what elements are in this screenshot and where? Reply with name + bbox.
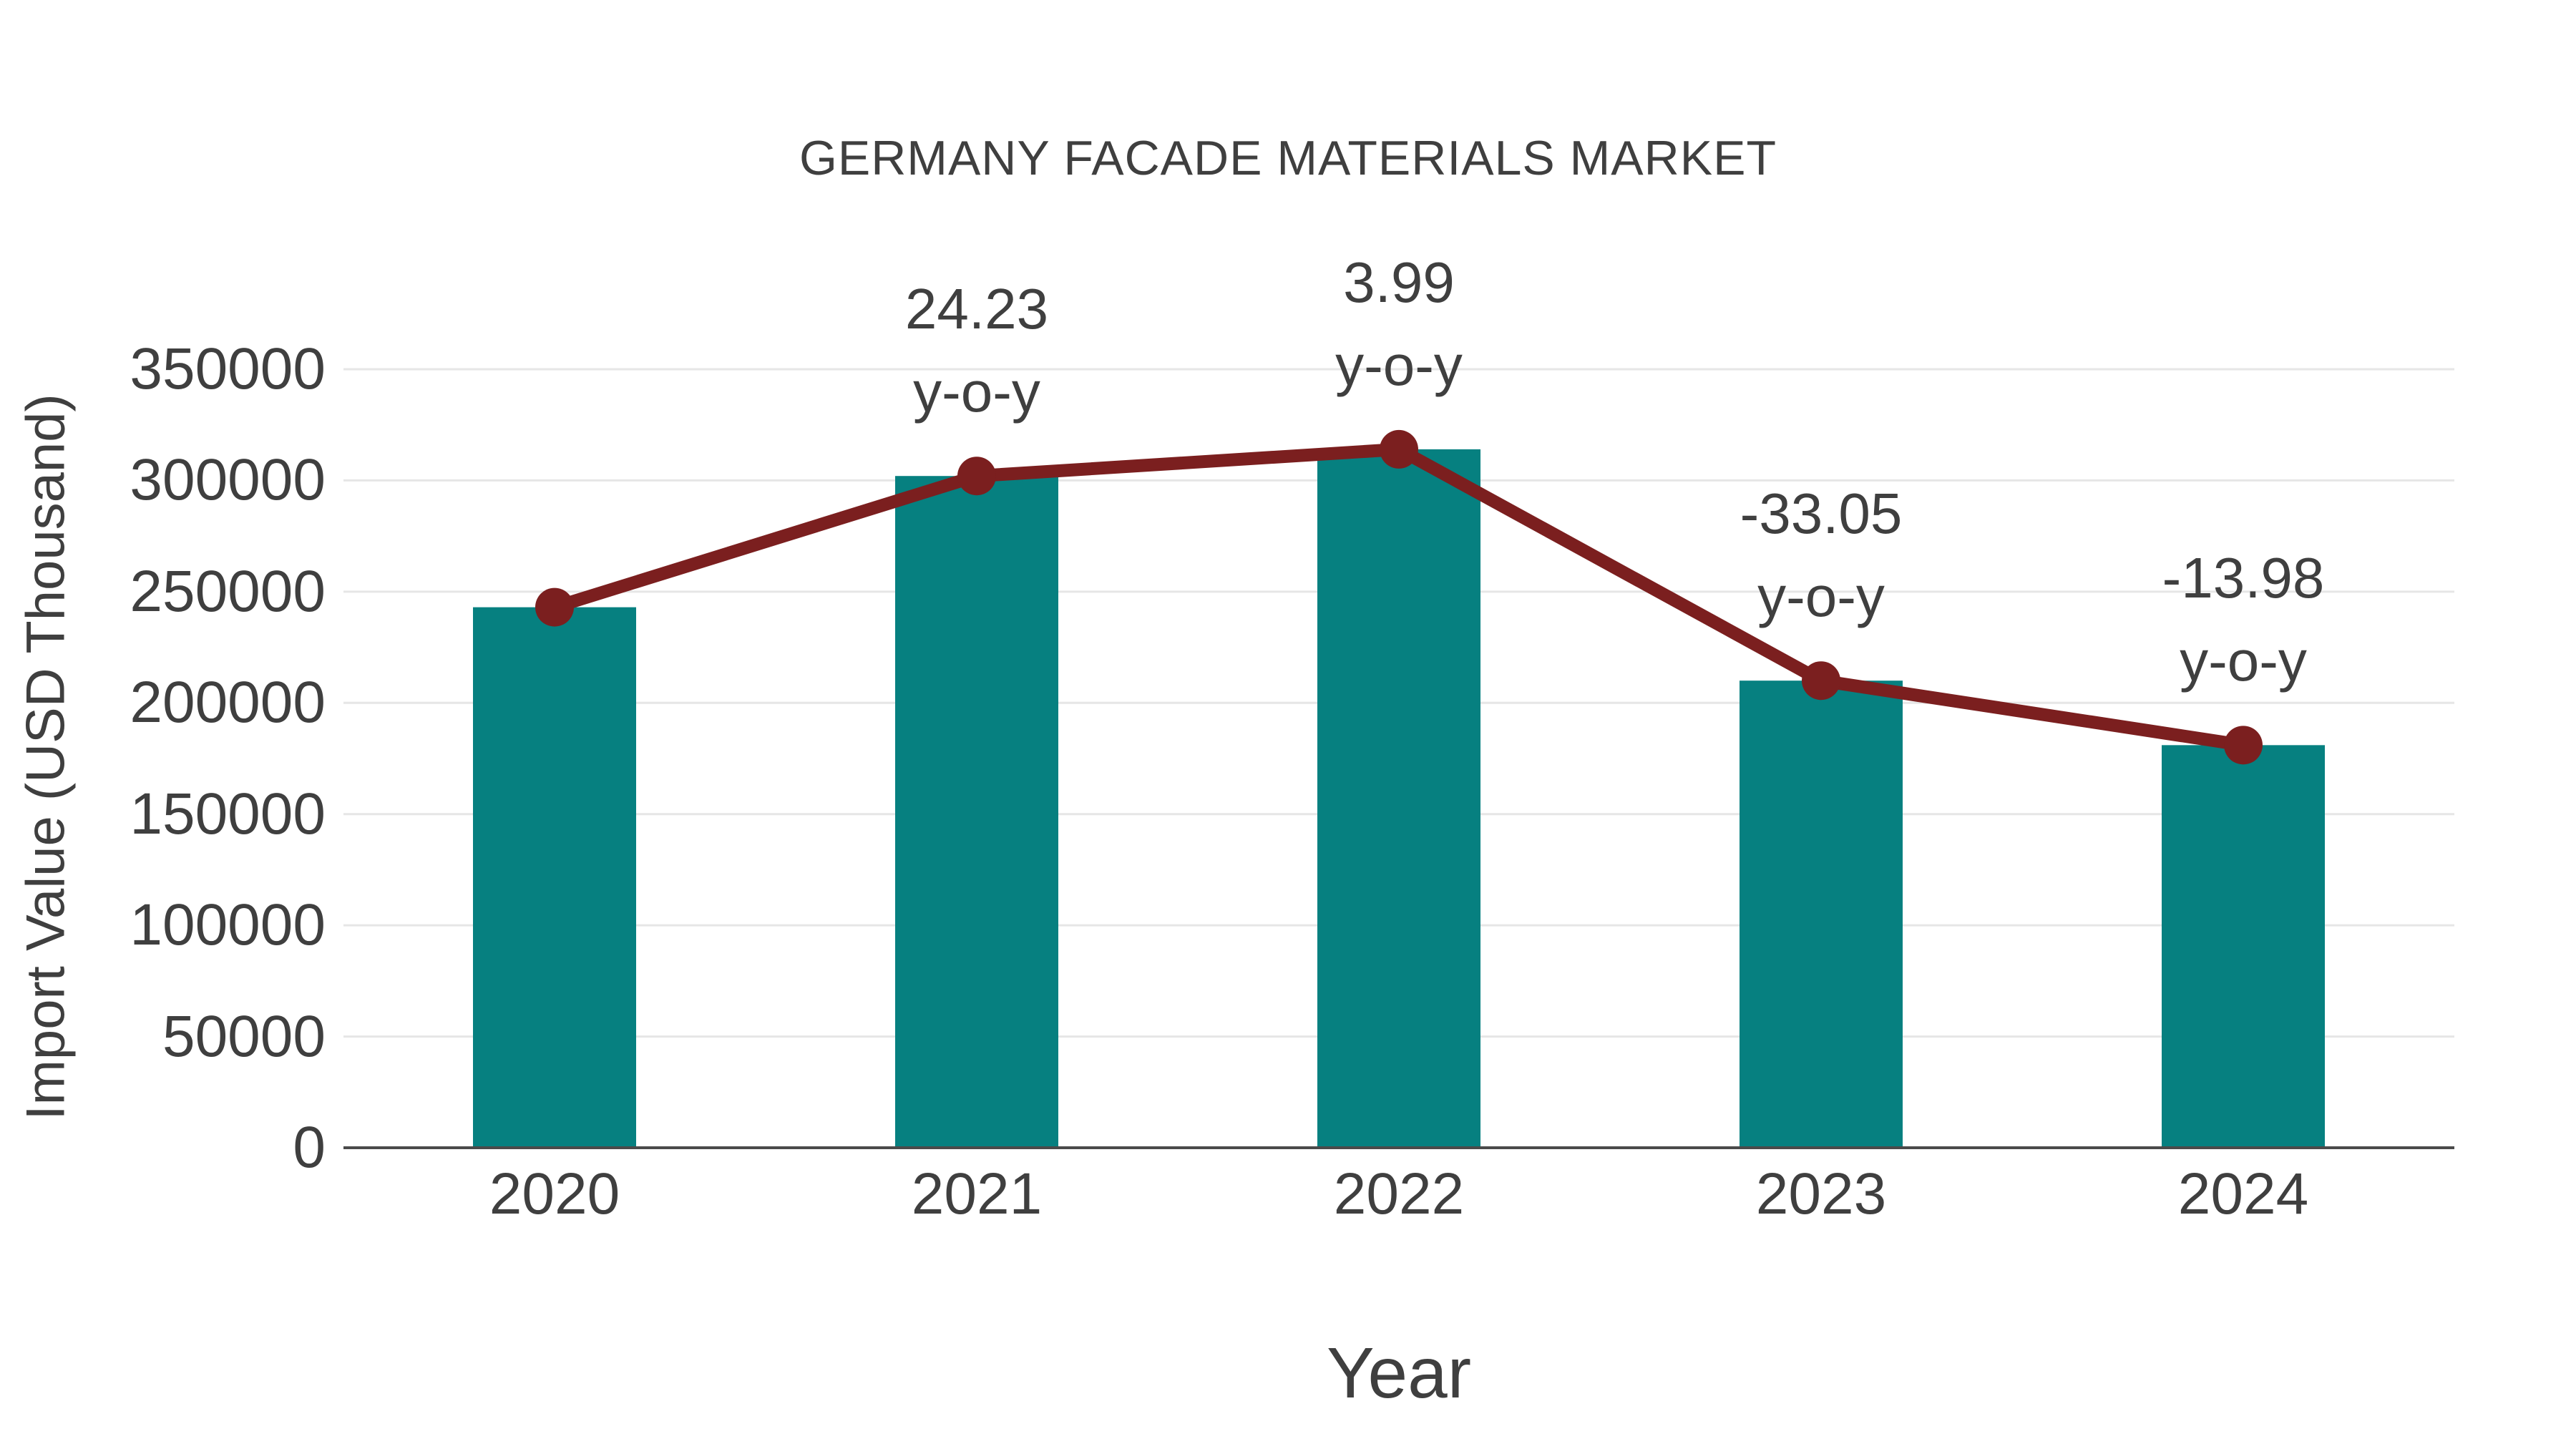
chart-title: GERMANY FACADE MATERIALS MARKET xyxy=(799,131,1777,185)
bar-2021 xyxy=(895,476,1058,1148)
annotation-line: y-o-y xyxy=(2180,629,2307,693)
y-tick-label-50000: 50000 xyxy=(162,1003,326,1069)
annotation-line: -13.98 xyxy=(2162,546,2325,610)
bar-2023 xyxy=(1740,680,1903,1148)
x-tick-label-2020: 2020 xyxy=(489,1161,620,1226)
x-tick-label-2024: 2024 xyxy=(2177,1161,2309,1226)
trend-marker-2021 xyxy=(957,457,996,496)
y-tick-label-300000: 300000 xyxy=(130,447,326,513)
x-tick-label-2022: 2022 xyxy=(1333,1161,1465,1226)
annotation-line: y-o-y xyxy=(913,360,1040,424)
trend-marker-2024 xyxy=(2224,726,2263,765)
y-tick-label-350000: 350000 xyxy=(130,336,326,401)
annotation-line: 24.23 xyxy=(904,277,1049,341)
y-tick-label-150000: 150000 xyxy=(130,781,326,847)
annotation-line: -33.05 xyxy=(1740,482,1903,546)
x-tick-label-2021: 2021 xyxy=(911,1161,1043,1226)
trend-marker-2023 xyxy=(1802,661,1840,701)
bar-2022 xyxy=(1317,449,1480,1148)
annotation-line: y-o-y xyxy=(1335,333,1463,397)
x-tick-label-2023: 2023 xyxy=(1755,1161,1887,1226)
y-tick-label-200000: 200000 xyxy=(130,670,326,736)
annotation-2023: -33.05 y-o-y xyxy=(1621,472,2021,638)
x-axis-title: Year xyxy=(1326,1333,1472,1413)
annotation-2021: 24.23 y-o-y xyxy=(776,268,1177,434)
y-tick-label-100000: 100000 xyxy=(130,892,326,958)
annotation-line: 3.99 xyxy=(1343,250,1455,314)
y-tick-label-250000: 250000 xyxy=(130,558,326,624)
annotation-2022: 3.99 y-o-y xyxy=(1199,241,1599,407)
y-tick-label-0: 0 xyxy=(293,1115,326,1180)
annotation-line: y-o-y xyxy=(1757,565,1885,629)
annotation-2024: -13.98 y-o-y xyxy=(2043,537,2444,703)
bar-2024 xyxy=(2162,745,2325,1148)
trend-marker-2022 xyxy=(1380,429,1418,469)
trend-marker-2020 xyxy=(535,587,574,627)
bar-2020 xyxy=(473,607,636,1148)
